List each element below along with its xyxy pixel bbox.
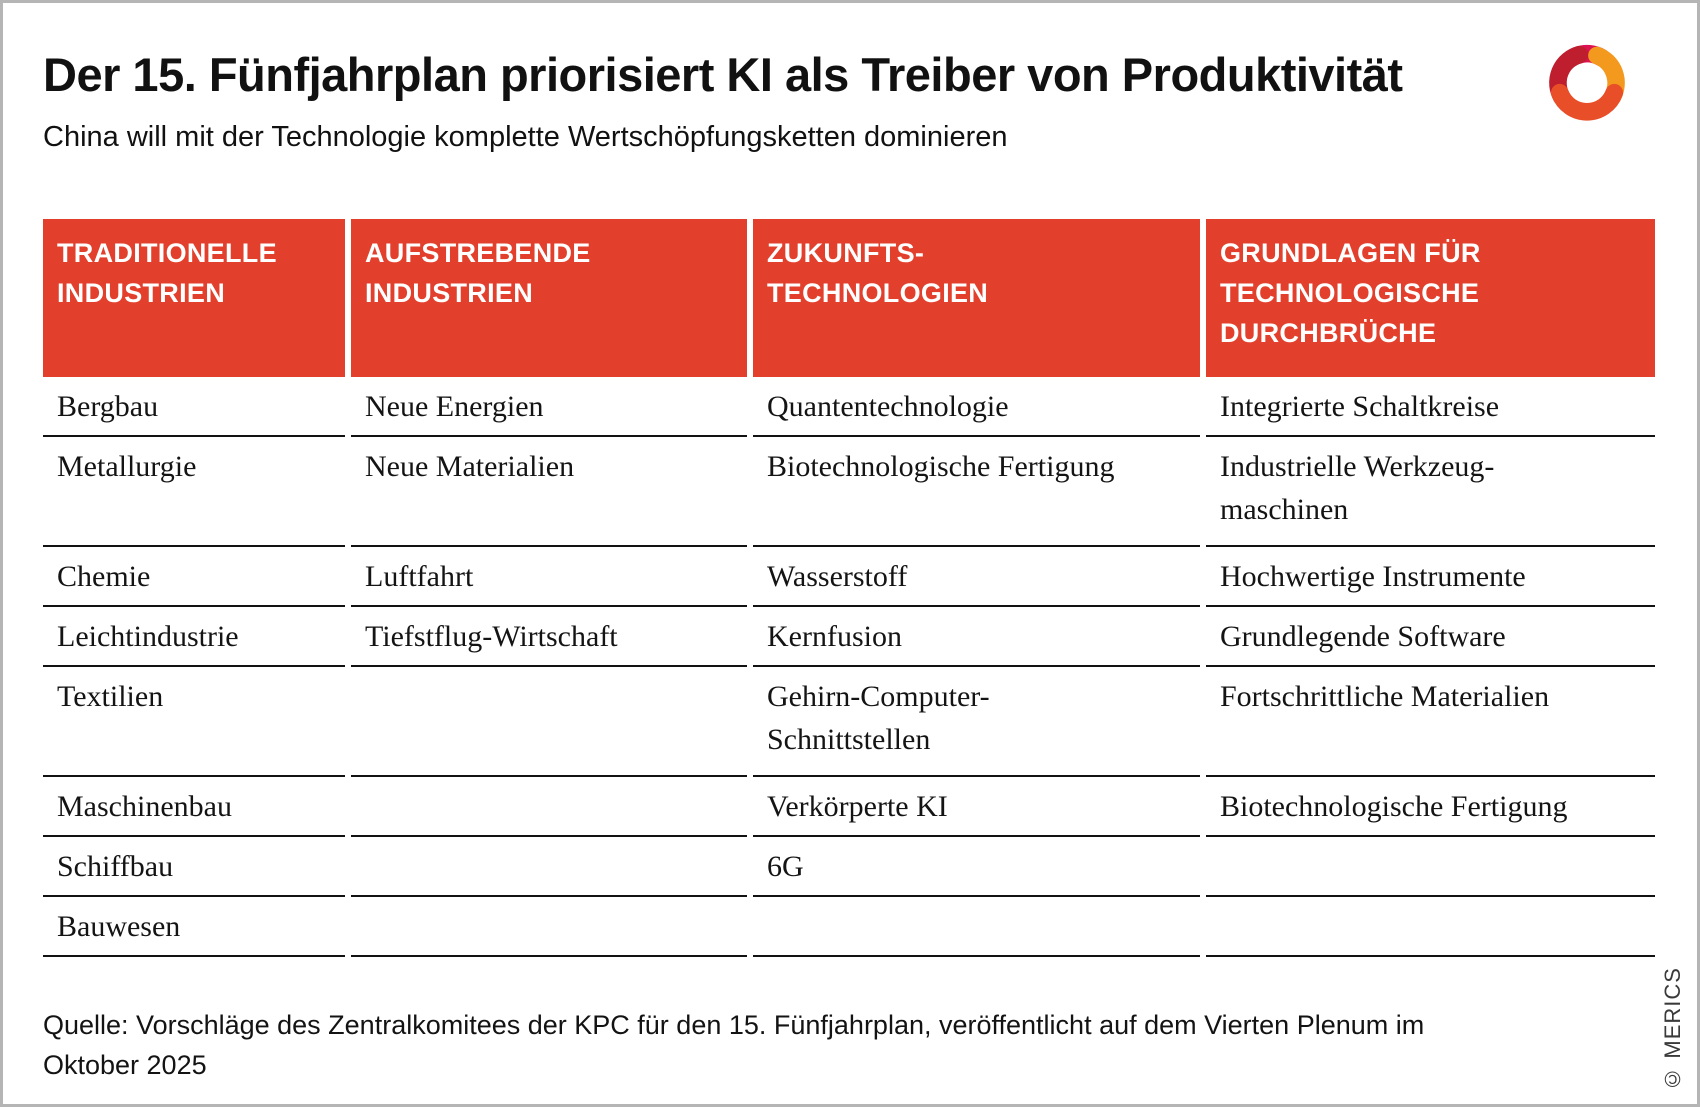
table-body: Bergbau Neue Energien Quantentechnologie In… — [43, 377, 1655, 957]
table-row: Textilien Gehirn-Computer- Schnittstellen… — [43, 667, 1655, 777]
table-cell: 6G — [753, 837, 1200, 897]
table-row: Schiffbau 6G — [43, 837, 1655, 897]
logo-vermillion-swirl — [1550, 83, 1624, 121]
table-cell: Integrierte Schaltkreise — [1206, 377, 1655, 437]
table-cell: Kernfusion — [753, 607, 1200, 667]
table-header-row: TRADITIONELLE INDUSTRIEN AUFSTREBENDE IND… — [43, 219, 1655, 377]
table-cell: Industrielle Werkzeug- maschinen — [1206, 437, 1655, 547]
table-cell: Gehirn-Computer- Schnittstellen — [753, 667, 1200, 777]
table-cell: Luftfahrt — [351, 547, 747, 607]
table-cell: Bauwesen — [43, 897, 345, 957]
merics-logo-icon — [1549, 44, 1625, 121]
table-cell: Schiffbau — [43, 837, 345, 897]
table-cell: Leichtindustrie — [43, 607, 345, 667]
table-row: Bergbau Neue Energien Quantentechnologie In… — [43, 377, 1655, 437]
table-cell: Textilien — [43, 667, 345, 777]
table-cell — [1206, 837, 1655, 897]
industries-table: TRADITIONELLE INDUSTRIEN AUFSTREBENDE IND… — [43, 219, 1655, 957]
table-cell — [351, 777, 747, 837]
table-cell: Fortschrittliche Materialien — [1206, 667, 1655, 777]
table-cell: Neue Materialien — [351, 437, 747, 547]
table-cell: Neue Energien — [351, 377, 747, 437]
table-cell: Tiefstflug-Wirtschaft — [351, 607, 747, 667]
table-cell — [753, 897, 1200, 957]
table-cell: Maschinenbau — [43, 777, 345, 837]
table-row: Leichtindustrie Tiefstflug-Wirtschaft Kern… — [43, 607, 1655, 667]
table-cell — [351, 837, 747, 897]
table-cell: Biotechnologische Fertigung — [1206, 777, 1655, 837]
table-cell — [1206, 897, 1655, 957]
table-cell: Chemie — [43, 547, 345, 607]
column-header: TRADITIONELLE INDUSTRIEN — [43, 219, 345, 377]
column-header: ZUKUNFTS- TECHNOLOGIEN — [753, 219, 1200, 377]
table-cell: Metallurgie — [43, 437, 345, 547]
column-header: GRUNDLAGEN FÜR TECHNOLOGISCHE DURCHBRÜCH… — [1206, 219, 1655, 377]
table-cell — [351, 897, 747, 957]
table-cell: Wasserstoff — [753, 547, 1200, 607]
table-row: Maschinenbau Verkörperte KI Biotechnologis… — [43, 777, 1655, 837]
copyright-label: © MERICS — [1660, 967, 1685, 1092]
table-cell: Verkörperte KI — [753, 777, 1200, 837]
table-row: Metallurgie Neue Materialien Biotechnologi… — [43, 437, 1655, 547]
table-cell: Hochwertige Instrumente — [1206, 547, 1655, 607]
table-row: Bauwesen — [43, 897, 1655, 957]
page-title: Der 15. Fünfjahrplan priorisiert KI als … — [43, 48, 1403, 101]
page-subtitle: China will mit der Technologie komplette… — [43, 121, 1008, 153]
table-row: Chemie Luftfahrt Wasserstoff Hochwertige In… — [43, 547, 1655, 607]
source-note: Quelle: Vorschläge des Zentralkomitees d… — [43, 1010, 1425, 1080]
table-cell: Grundlegende Software — [1206, 607, 1655, 667]
table-cell: Biotechnologische Fertigung — [753, 437, 1200, 547]
table-cell: Quantentechnologie — [753, 377, 1200, 437]
table-cell: Bergbau — [43, 377, 345, 437]
table-cell — [351, 667, 747, 777]
column-header: AUFSTREBENDE INDUSTRIEN — [351, 219, 747, 377]
